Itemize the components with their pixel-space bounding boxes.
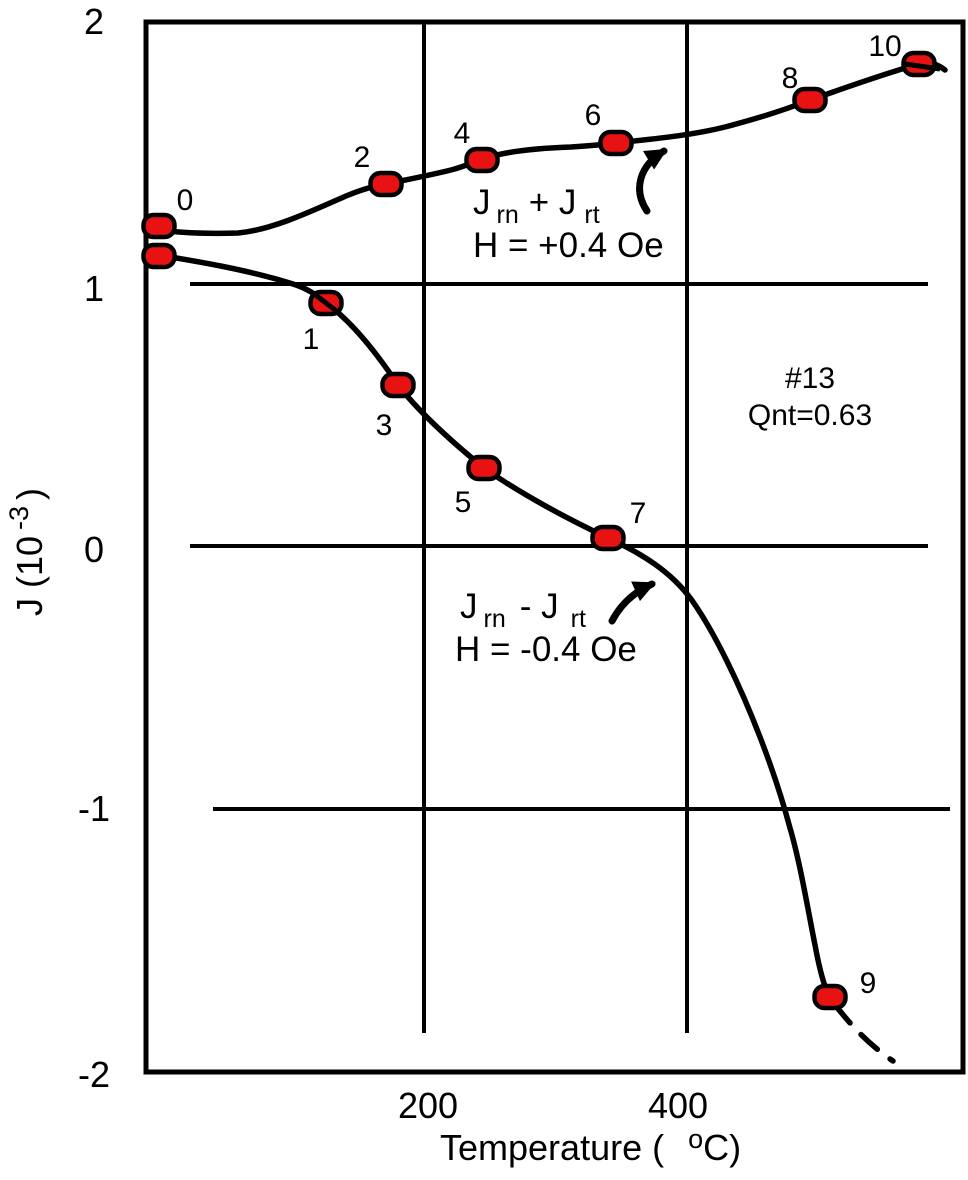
y-axis-label-exponent: -3	[4, 506, 34, 530]
point-label-3: 3	[376, 409, 393, 442]
point-label-10: 10	[868, 30, 901, 63]
x-axis-label-unit: C)	[703, 1127, 741, 1168]
upper-curve-arrow	[636, 147, 668, 215]
point-label-7: 7	[630, 497, 647, 530]
sample-id: #13	[785, 362, 835, 395]
upper-formula-op-j2: + J	[529, 183, 577, 222]
x-tick-400: 400	[648, 1085, 708, 1126]
plot-frame	[143, 19, 966, 1075]
data-point-marker-4	[464, 146, 500, 174]
point-label-2: 2	[354, 141, 371, 174]
sample-qnt: Qnt=0.63	[748, 399, 872, 432]
y-axis-label-main: J (10	[9, 536, 50, 616]
upper-curve-field: H = +0.4 Oe	[473, 226, 664, 265]
lower-formula-op-j2: - J	[520, 587, 559, 626]
data-point-marker-0-upper	[141, 212, 177, 240]
upper-formula-sub2: rt	[584, 201, 599, 229]
point-label-9: 9	[860, 967, 877, 1000]
point-label-4: 4	[454, 117, 471, 150]
data-point-marker-0-lower	[141, 242, 177, 270]
data-point-marker-7	[590, 524, 626, 552]
lower-formula-j1: J	[460, 587, 478, 626]
y-tick-2: 2	[84, 1, 104, 42]
x-axis-label-main: Temperature (	[440, 1127, 664, 1168]
data-point-marker-9	[812, 983, 848, 1011]
data-point-marker-3	[380, 371, 416, 399]
y-tick-minus2: -2	[78, 1054, 110, 1095]
data-point-marker-2	[368, 170, 404, 198]
point-label-1: 1	[303, 323, 320, 356]
sample-annotation: #13 Qnt=0.63	[748, 362, 872, 432]
lower-curve-arrow	[608, 580, 656, 625]
data-point-marker-5	[466, 454, 502, 482]
upper-formula-sub1: rn	[497, 201, 519, 229]
x-axis-label: Temperature ( oC)	[440, 1124, 741, 1168]
curve-over-marker-10	[904, 61, 941, 72]
y-tick-minus1: -1	[78, 788, 110, 829]
y-tick-1: 1	[84, 268, 104, 309]
data-point-marker-8	[792, 86, 828, 114]
curve-over-marker-1	[311, 291, 341, 315]
point-label-8: 8	[782, 62, 799, 95]
lower-formula-sub2: rt	[571, 605, 586, 633]
y-tick-0: 0	[84, 529, 104, 570]
x-tick-200: 200	[398, 1085, 458, 1126]
lower-formula-sub1: rn	[484, 605, 506, 633]
upper-formula-j1: J	[473, 183, 491, 222]
x-axis-label-degree-sup: o	[688, 1124, 703, 1154]
data-point-marker-6	[598, 129, 634, 157]
y-axis-label: J (10 -3)	[4, 488, 50, 616]
point-label-5: 5	[455, 486, 472, 519]
upper-series-markers	[141, 50, 937, 240]
y-axis-label-close-paren: )	[9, 488, 50, 500]
lower-curve-dashed-tail	[833, 1003, 896, 1064]
lower-curve-field: H = -0.4 Oe	[455, 630, 637, 669]
point-label-0: 0	[177, 184, 194, 217]
point-label-6: 6	[585, 99, 602, 132]
